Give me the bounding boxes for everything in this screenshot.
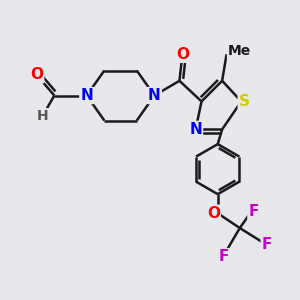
Text: F: F xyxy=(248,204,259,219)
Text: F: F xyxy=(218,249,229,264)
Text: H: H xyxy=(37,109,48,123)
Text: Me: Me xyxy=(228,44,251,58)
Text: O: O xyxy=(207,206,220,221)
Text: S: S xyxy=(239,94,250,109)
Text: F: F xyxy=(262,237,272,252)
Text: N: N xyxy=(80,88,93,103)
Text: O: O xyxy=(30,68,43,82)
Text: N: N xyxy=(148,88,161,103)
Text: N: N xyxy=(189,122,202,137)
Text: O: O xyxy=(176,47,189,62)
